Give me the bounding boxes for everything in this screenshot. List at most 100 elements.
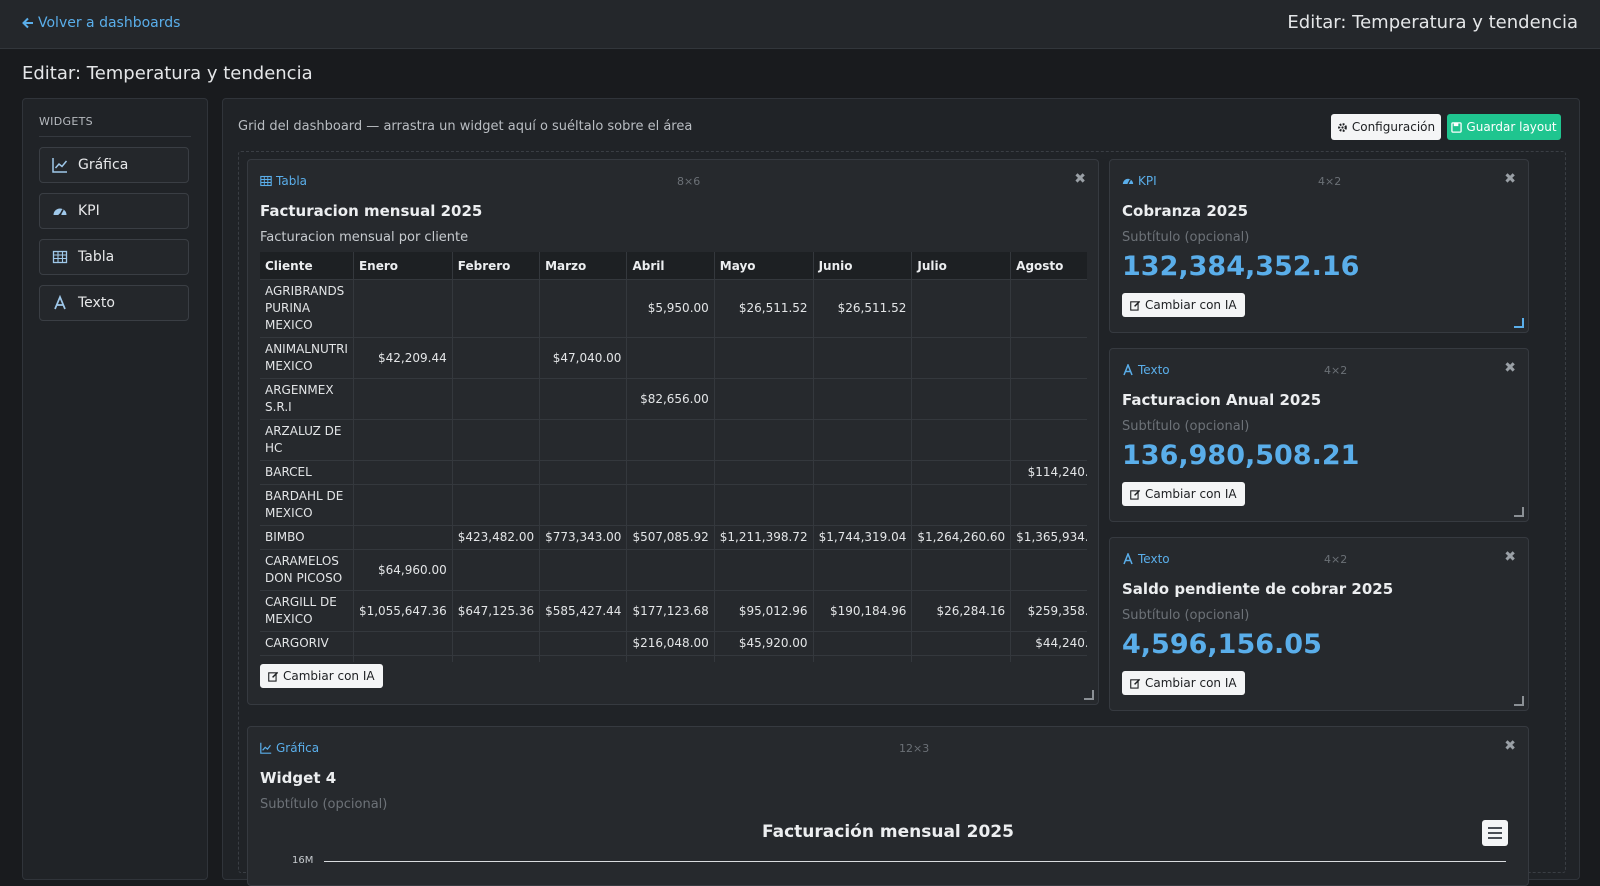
amount-cell [353,419,453,461]
line-chart-icon [52,158,68,173]
back-to-dashboards-link[interactable]: Volver a dashboards [22,15,180,31]
amount-cell: $64,960.00 [353,549,453,591]
widgets-sidebar: WIDGETS Gráfica KPI Tabla Texto [22,98,208,880]
column-header-month: Julio [911,252,1012,280]
widget-subtitle: Subtítulo (opcional) [1122,419,1250,434]
client-cell: CLAVOS NACIONALES C.N [260,655,354,662]
table-row: BARDAHL DE MEXICO [260,484,1087,526]
widget-type-label: KPI [1122,174,1157,188]
amount-cell: $114,240.00 [1010,460,1087,485]
widget-size: 12×3 [899,742,930,755]
font-icon [54,295,66,310]
amount-cell [626,337,715,379]
amount-cell [626,549,715,591]
amount-cell: $26,284.16 [911,590,1012,632]
amount-cell: $585,427.44 [539,590,628,632]
amount-cell [452,279,541,338]
gear-icon [1337,122,1347,132]
widget-title: Facturacion Anual 2025 [1122,391,1322,409]
table-row: CARAMELOS DON PICOSO $64,960.00 [260,549,1087,591]
widget-size: 8×6 [677,175,701,188]
amount-cell [911,419,1012,461]
change-with-ai-button[interactable]: Cambiar con IA [1122,671,1245,695]
gauge-icon [53,208,67,217]
amount-cell [1010,484,1087,526]
resize-handle[interactable] [1084,690,1094,700]
close-icon[interactable]: ✖ [1504,360,1516,376]
sidebar-item-grafica[interactable]: Gráfica [39,147,189,183]
column-header-month: Marzo [539,252,628,280]
close-icon[interactable]: ✖ [1074,171,1086,187]
change-with-ai-button[interactable]: Cambiar con IA [1122,482,1245,506]
save-icon [1451,121,1463,133]
amount-cell [539,484,628,526]
widget-type-label: Gráfica [260,741,319,755]
amount-cell [452,655,541,662]
sidebar-item-tabla[interactable]: Tabla [39,239,189,275]
widget-type-text: Gráfica [276,741,320,755]
chart-widget[interactable]: Gráfica 12×3 ✖ Widget 4 Subtítulo (opcio… [247,726,1529,886]
amount-cell [714,549,814,591]
amount-cell: $95,012.96 [714,590,814,632]
sidebar-item-texto[interactable]: Texto [39,285,189,321]
sidebar-item-kpi[interactable]: KPI [39,193,189,229]
table-widget[interactable]: Tabla 8×6 ✖ Facturacion mensual 2025 Fac… [247,159,1099,705]
amount-cell [539,378,628,420]
amount-cell [911,549,1012,591]
amount-cell: $58,128.00 [353,655,453,662]
amount-cell [813,460,913,485]
billing-table-container[interactable]: Cliente Enero Febrero Marzo Abril Mayo Junio Ju… [260,252,1087,662]
amount-cell: $1,211,398.72 [714,525,814,550]
configuration-button[interactable]: Configuración [1331,114,1441,140]
widget-title: Widget 4 [260,769,337,787]
text-value: 136,980,508.21 [1122,440,1360,471]
change-with-ai-button[interactable]: Cambiar con IA [1122,293,1245,317]
close-icon[interactable]: ✖ [1504,549,1516,565]
text-widget-annual-billing[interactable]: Texto 4×2 ✖ Facturacion Anual 2025 Subtí… [1109,348,1529,522]
change-with-ai-label: Cambiar con IA [1145,676,1237,690]
save-layout-button[interactable]: Guardar layout [1447,114,1561,140]
client-cell: ARZALUZ DE HC [260,419,354,461]
amount-cell [714,419,814,461]
amount-cell [1010,378,1087,420]
amount-cell [1010,279,1087,338]
amount-cell: $1,055,647.36 [353,590,453,632]
change-with-ai-button[interactable]: Cambiar con IA [260,664,383,688]
table-row: BIMBO $423,482.00 $773,343.00 $507,085.92 $1… [260,525,1087,550]
column-header-month: Enero [353,252,453,280]
sidebar-title: WIDGETS [39,115,93,128]
billing-table: Cliente Enero Febrero Marzo Abril Mayo Junio Ju… [260,252,1087,662]
text-widget-pending-balance[interactable]: Texto 4×2 ✖ Saldo pendiente de cobrar 20… [1109,537,1529,711]
resize-handle[interactable] [1514,318,1524,328]
grid-drop-area[interactable]: Tabla 8×6 ✖ Facturacion mensual 2025 Fac… [238,151,1566,886]
widget-subtitle: Subtítulo (opcional) [1122,230,1250,245]
resize-handle[interactable] [1514,507,1524,517]
close-icon[interactable]: ✖ [1504,171,1516,187]
widget-type-label: Texto [1122,552,1170,566]
client-cell: CARGORIV [260,631,354,656]
header-title: Editar: Temperatura y tendencia [1287,12,1578,33]
chart-y-tick: 16M [292,855,314,866]
top-bar: Volver a dashboards Editar: Temperatura … [0,0,1600,49]
kpi-widget[interactable]: KPI 4×2 ✖ Cobranza 2025 Subtítulo (opcio… [1109,159,1529,333]
widget-size: 4×2 [1324,553,1348,566]
amount-cell [1010,549,1087,591]
column-header-month: Mayo [714,252,814,280]
close-icon[interactable]: ✖ [1504,738,1516,754]
amount-cell [1010,337,1087,379]
amount-cell: $1,744,319.04 [813,525,913,550]
font-icon [1123,364,1133,376]
amount-cell [911,378,1012,420]
resize-handle[interactable] [1514,696,1524,706]
amount-cell [714,484,814,526]
table-row: ANIMALNUTRI MEXICO$42,209.44$47,040.00$1… [260,337,1087,379]
amount-cell [813,337,913,379]
table-header-row: Cliente Enero Febrero Marzo Abril Mayo Junio Ju… [260,252,1087,280]
client-cell: ARGENMEX S.R.I [260,378,354,420]
column-header-month: Febrero [452,252,541,280]
kpi-value: 132,384,352.16 [1122,251,1360,282]
amount-cell [452,631,541,656]
chart-gridline [324,861,1506,862]
amount-cell [813,631,913,656]
chart-menu-button[interactable] [1482,820,1508,846]
